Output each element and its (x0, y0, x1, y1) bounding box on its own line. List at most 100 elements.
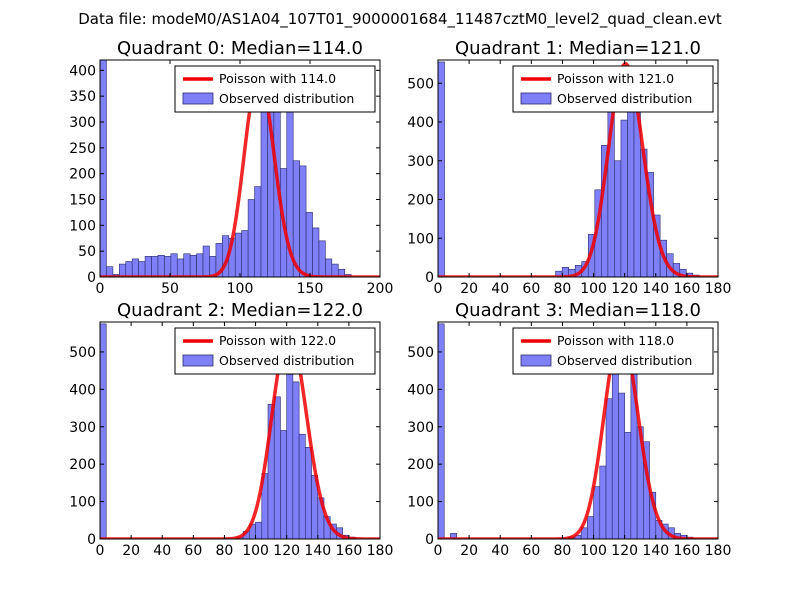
legend: Poisson with 118.0 Observed distribution (512, 327, 714, 375)
legend-box (174, 327, 376, 375)
x-tick-label: 0 (96, 281, 105, 297)
histogram-bar (241, 230, 249, 277)
y-tick-label: 100 (407, 231, 434, 247)
histogram-bar (183, 253, 191, 277)
legend-label-observed: Observed distribution (219, 353, 354, 368)
x-tick-label: 60 (522, 281, 540, 297)
histogram-bar (202, 245, 210, 277)
legend-bar-swatch (182, 92, 214, 105)
histogram-bar (438, 61, 445, 277)
x-tick-label: 100 (227, 281, 254, 297)
x-tick-label: 160 (674, 543, 701, 559)
y-tick-label: 300 (407, 154, 434, 170)
histogram-bar (450, 533, 457, 539)
x-tick-label: 200 (367, 281, 394, 297)
histogram-bar (196, 253, 204, 277)
x-tick-label: 180 (705, 281, 732, 297)
histogram-bars (438, 323, 694, 539)
y-tick-label: 0 (87, 532, 96, 548)
histogram-bar (325, 258, 333, 277)
y-tick-label: 400 (69, 382, 96, 398)
x-tick-label: 120 (611, 281, 638, 297)
y-tick-label: 400 (407, 382, 434, 398)
y-tick-label: 200 (69, 457, 96, 473)
x-tick-label: 0 (96, 543, 105, 559)
y-tick-label: 200 (407, 457, 434, 473)
y-tick-label: 400 (407, 115, 434, 131)
legend-bar-swatch (520, 354, 552, 367)
legend-label-observed: Observed distribution (557, 353, 692, 368)
x-tick-label: 150 (297, 281, 324, 297)
x-tick-label: 0 (434, 543, 443, 559)
x-tick-label: 20 (460, 281, 478, 297)
legend-label-observed: Observed distribution (219, 91, 354, 106)
panel-quadrant-3: 0 20 40 60 80 100 120 140 160 1800100200300400500… (407, 300, 731, 559)
histogram-bar (254, 186, 262, 277)
y-tick-label: 500 (69, 345, 96, 361)
histogram-bar (131, 258, 139, 277)
legend: Poisson with 122.0 Observed distribution (174, 327, 376, 375)
x-tick-label: 40 (491, 281, 509, 297)
x-tick-label: 140 (642, 543, 669, 559)
poisson-curve (438, 62, 718, 277)
y-tick-label: 100 (69, 495, 96, 511)
histogram-bar (337, 268, 346, 277)
histogram-bar (273, 396, 281, 539)
histogram-bar (247, 199, 255, 277)
histogram-bar (100, 323, 107, 539)
histogram-bar (255, 521, 263, 539)
histogram-bar (605, 398, 613, 539)
histogram-bar (280, 430, 287, 539)
histogram-bar (292, 381, 300, 539)
y-tick-label: 350 (69, 89, 96, 105)
y-tick-label: 100 (69, 218, 96, 234)
panel-title: Quadrant 3: Median=118.0 (455, 300, 701, 321)
axes-frame (437, 59, 719, 278)
y-tick-label: 300 (407, 420, 434, 436)
histogram-bar (305, 447, 312, 539)
legend-label-poisson: Poisson with 122.0 (219, 333, 336, 348)
histogram-bar (331, 263, 339, 277)
x-tick-label: 40 (491, 543, 509, 559)
histogram-bar (176, 258, 185, 277)
x-tick-label: 40 (153, 543, 171, 559)
legend: Poisson with 121.0 Observed distribution (512, 65, 714, 113)
x-tick-label: 80 (554, 281, 572, 297)
y-tick-label: 100 (407, 495, 434, 511)
x-tick-label: 120 (611, 543, 638, 559)
x-tick-label: 180 (367, 543, 394, 559)
panel-title: Quadrant 0: Median=114.0 (117, 38, 363, 59)
y-tick-label: 300 (69, 420, 96, 436)
poisson-curve (100, 331, 380, 539)
legend-bar-swatch (520, 92, 552, 105)
x-tick-label: 80 (554, 543, 572, 559)
x-tick-label: 140 (642, 281, 669, 297)
x-tick-label: 100 (580, 543, 607, 559)
x-tick-label: 0 (434, 281, 443, 297)
x-tick-label: 20 (122, 543, 140, 559)
y-tick-label: 0 (87, 270, 96, 286)
histogram-bar (587, 516, 594, 539)
x-tick-label: 180 (705, 543, 732, 559)
histogram-bar (151, 256, 159, 277)
legend-label-poisson: Poisson with 121.0 (557, 71, 674, 86)
legend: Poisson with 114.0 Observed distribution (174, 65, 376, 113)
legend-label-observed: Observed distribution (557, 91, 692, 106)
histogram-bar (234, 232, 242, 277)
panel-quadrant-2: 0 20 40 60 80 100 120 140 160 1800100200300400500… (69, 300, 393, 559)
y-tick-label: 400 (69, 63, 96, 79)
figure-title: Data file: modeM0/AS1A04_107T01_90000016… (78, 10, 722, 29)
x-tick-label: 20 (460, 543, 478, 559)
y-tick-label: 0 (425, 532, 434, 548)
histogram-bar (627, 108, 635, 277)
histogram-bar (318, 240, 326, 277)
x-tick-label: 160 (674, 281, 701, 297)
histogram-bar (299, 165, 307, 277)
legend-label-poisson: Poisson with 118.0 (557, 333, 674, 348)
histogram-bar (611, 359, 619, 539)
histogram-bar (620, 119, 628, 277)
histogram-bar (618, 392, 625, 539)
histogram-bar (305, 212, 313, 277)
x-tick-label: 50 (161, 281, 179, 297)
histogram-bar (438, 323, 445, 539)
